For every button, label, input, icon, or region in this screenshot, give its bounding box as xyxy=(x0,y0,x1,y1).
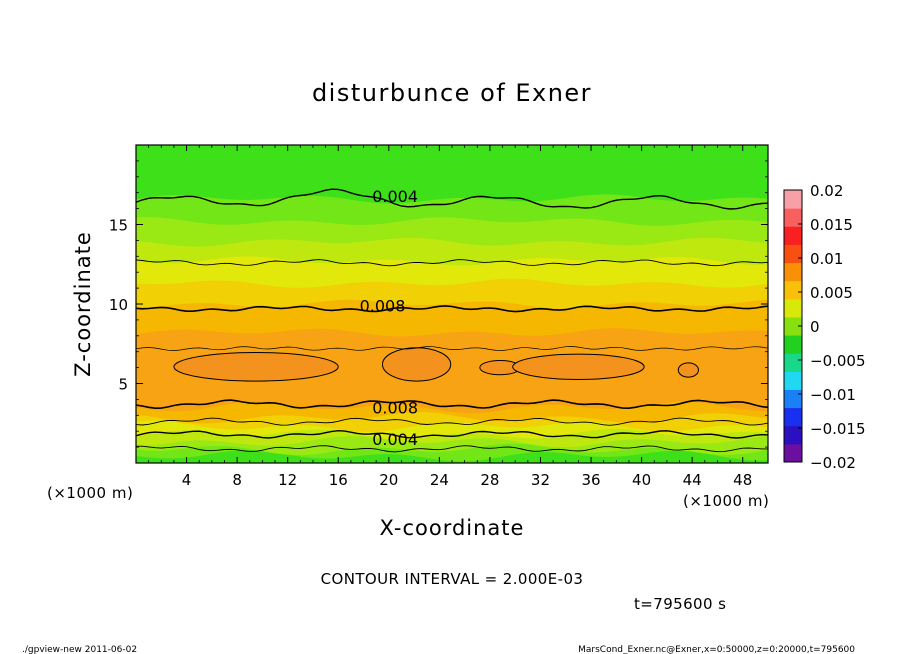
y-tick-label-10: 10 xyxy=(109,296,128,314)
contour-interval-text: CONTOUR INTERVAL = 2.000E-03 xyxy=(321,570,584,588)
colorbar-segment-4 xyxy=(784,389,802,409)
colorbar-segment-13 xyxy=(784,226,802,245)
x-axis: 4 8 12 16 20 24 28 32 36 40 44 48 xyxy=(148,145,756,489)
x-tick-label-8: 8 xyxy=(232,471,242,489)
y-unit-label: (×1000 m) xyxy=(47,484,133,502)
maxima-regions xyxy=(173,347,699,382)
contour-line-2 xyxy=(136,259,768,267)
footer-left: ./gpview-new 2011-06-02 xyxy=(22,645,137,654)
contour-line-8 xyxy=(136,445,768,453)
colorbar-label-5: −0.005 xyxy=(810,352,866,370)
footer-right: MarsCond_Exner.nc@Exner,x=0:50000,z=0:20… xyxy=(578,645,855,654)
svg-text:0.008: 0.008 xyxy=(360,297,406,316)
contour-line-6 xyxy=(136,417,768,426)
x-tick-label-12: 12 xyxy=(278,471,297,489)
contour-line-7 xyxy=(136,429,768,439)
colorbar-segment-9 xyxy=(784,298,802,318)
colorbar-segment-6 xyxy=(784,353,802,372)
x-tick-label-44: 44 xyxy=(683,471,702,489)
colorbar-segment-8 xyxy=(784,316,802,336)
time-label: t=795600 s xyxy=(634,595,726,613)
maximum-region-5 xyxy=(677,362,699,378)
x-tick-label-48: 48 xyxy=(733,471,752,489)
svg-text:0.004: 0.004 xyxy=(372,187,418,206)
colorbar-label-3: 0.005 xyxy=(810,284,853,302)
contour-lines xyxy=(136,188,768,453)
x-tick-label-32: 32 xyxy=(531,471,550,489)
contour-line-4 xyxy=(136,346,768,351)
colorbar-label-6: −0.01 xyxy=(810,386,856,404)
y-tick-label-5: 5 xyxy=(118,376,128,394)
colorbar-label-1: 0.015 xyxy=(810,216,853,234)
x-tick-label-40: 40 xyxy=(632,471,651,489)
x-unit-label: (×1000 m) xyxy=(683,492,769,510)
colorbar: 0.02 0.015 0.01 0.005 0 −0.005 −0.01 −0.015 −0.0… xyxy=(783,182,866,472)
contour-label-4: 0.004 xyxy=(372,430,418,449)
contour-line-1 xyxy=(136,188,768,210)
colorbar-segment-11 xyxy=(784,262,802,282)
colorbar-segment-10 xyxy=(784,280,802,300)
colorbar-segment-7 xyxy=(784,335,802,354)
maximum-region-2 xyxy=(381,347,452,382)
colored-bands xyxy=(136,145,768,463)
x-tick-label-4: 4 xyxy=(182,471,192,489)
colorbar-label-2: 0.01 xyxy=(810,250,843,268)
x-tick-label-16: 16 xyxy=(329,471,348,489)
contour-line-5 xyxy=(136,399,768,410)
colorbar-segment-1 xyxy=(784,443,802,463)
x-tick-label-36: 36 xyxy=(581,471,600,489)
plot-area xyxy=(136,145,768,463)
contour-labels: 0.004 0.008 0.008 0.004 xyxy=(360,187,418,449)
colorbar-segment-5 xyxy=(784,371,802,390)
y-axis-title: Z-coordinate xyxy=(71,231,95,377)
colorbar-segment-14 xyxy=(784,208,802,227)
y-axis: 5 10 15 xyxy=(109,160,768,448)
chart-title: disturbunce of Exner xyxy=(312,79,592,107)
contour-label-3: 0.008 xyxy=(372,398,418,417)
svg-text:0.008: 0.008 xyxy=(372,398,418,417)
maximum-region-1 xyxy=(173,351,339,382)
colorbar-segment-3 xyxy=(784,407,802,427)
contour-label-1: 0.004 xyxy=(372,187,418,206)
colorbar-segment-12 xyxy=(784,244,802,264)
maximum-region-4 xyxy=(512,353,645,381)
x-tick-label-24: 24 xyxy=(430,471,449,489)
band-level-7 xyxy=(136,328,768,414)
x-tick-label-20: 20 xyxy=(379,471,398,489)
svg-text:0.004: 0.004 xyxy=(372,430,418,449)
colorbar-label-0: 0.02 xyxy=(810,182,843,200)
colorbar-label-4: 0 xyxy=(810,318,820,336)
colorbar-label-8: −0.02 xyxy=(810,454,856,472)
contour-label-2: 0.008 xyxy=(360,297,406,316)
colorbar-label-7: −0.015 xyxy=(810,420,866,438)
x-tick-label-28: 28 xyxy=(480,471,499,489)
colorbar-segment-2 xyxy=(784,425,802,445)
x-axis-title: X-coordinate xyxy=(380,516,525,540)
colorbar-segment-15 xyxy=(784,190,802,209)
y-tick-label-15: 15 xyxy=(109,217,128,235)
contour-line-3 xyxy=(136,305,768,313)
